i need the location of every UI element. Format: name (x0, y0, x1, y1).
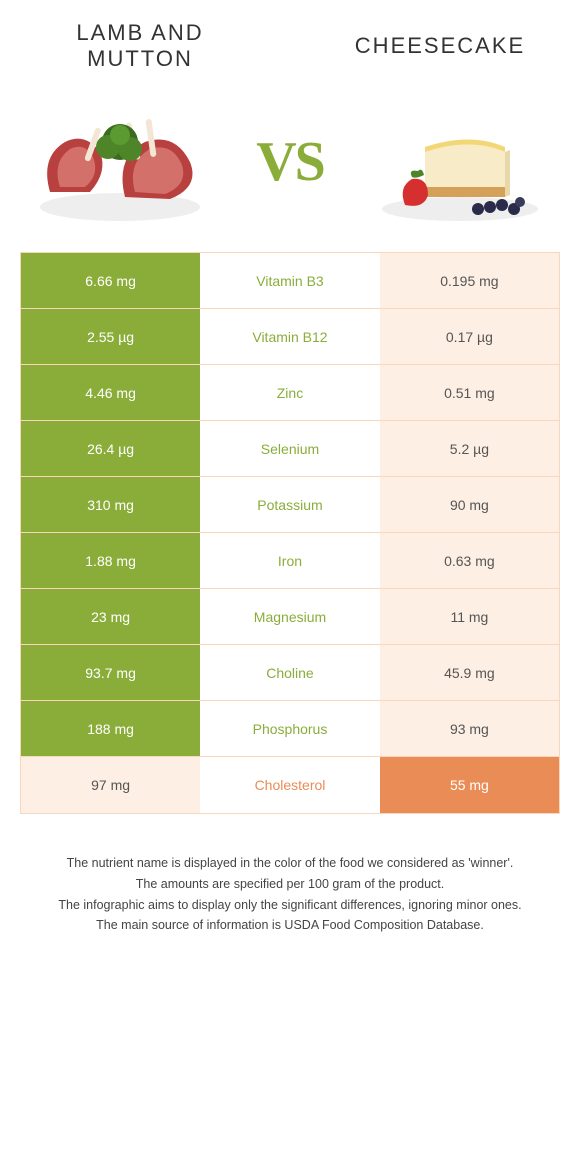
right-value: 55 mg (380, 757, 559, 813)
right-value: 0.195 mg (380, 253, 559, 308)
nutrient-name: Magnesium (200, 589, 380, 644)
cheesecake-image (370, 97, 550, 227)
right-value: 5.2 µg (380, 421, 559, 476)
right-value: 90 mg (380, 477, 559, 532)
table-row: 1.88 mgIron0.63 mg (21, 533, 559, 589)
right-value: 0.51 mg (380, 365, 559, 420)
right-value: 11 mg (380, 589, 559, 644)
nutrient-name: Zinc (200, 365, 380, 420)
nutrient-name: Choline (200, 645, 380, 700)
table-row: 23 mgMagnesium11 mg (21, 589, 559, 645)
left-value: 26.4 µg (21, 421, 200, 476)
table-row: 188 mgPhosphorus93 mg (21, 701, 559, 757)
images-row: VS (0, 82, 580, 252)
table-row: 93.7 mgCholine45.9 mg (21, 645, 559, 701)
table-row: 310 mgPotassium90 mg (21, 477, 559, 533)
nutrient-name: Selenium (200, 421, 380, 476)
left-value: 1.88 mg (21, 533, 200, 588)
table-row: 26.4 µgSelenium5.2 µg (21, 421, 559, 477)
nutrient-name: Vitamin B3 (200, 253, 380, 308)
left-value: 97 mg (21, 757, 200, 813)
nutrient-name: Potassium (200, 477, 380, 532)
footnote-line: The main source of information is USDA F… (30, 916, 550, 935)
table-row: 6.66 mgVitamin B30.195 mg (21, 253, 559, 309)
nutrient-name: Iron (200, 533, 380, 588)
left-value: 23 mg (21, 589, 200, 644)
right-value: 45.9 mg (380, 645, 559, 700)
left-value: 2.55 µg (21, 309, 200, 364)
footnote-line: The amounts are specified per 100 gram o… (30, 875, 550, 894)
table-row: 97 mgCholesterol55 mg (21, 757, 559, 813)
right-food-title: CHEESECAKE (340, 33, 540, 59)
table-row: 4.46 mgZinc0.51 mg (21, 365, 559, 421)
footnote-line: The nutrient name is displayed in the co… (30, 854, 550, 873)
footnotes: The nutrient name is displayed in the co… (30, 854, 550, 935)
right-value: 93 mg (380, 701, 559, 756)
left-value: 6.66 mg (21, 253, 200, 308)
nutrient-table: 6.66 mgVitamin B30.195 mg2.55 µgVitamin … (20, 252, 560, 814)
left-value: 310 mg (21, 477, 200, 532)
left-value: 188 mg (21, 701, 200, 756)
nutrient-name: Cholesterol (200, 757, 380, 813)
left-food-title: LAMB AND MUTTON (40, 20, 240, 72)
vs-label: VS (256, 130, 324, 194)
right-value: 0.17 µg (380, 309, 559, 364)
nutrient-name: Vitamin B12 (200, 309, 380, 364)
footnote-line: The infographic aims to display only the… (30, 896, 550, 915)
right-value: 0.63 mg (380, 533, 559, 588)
nutrient-name: Phosphorus (200, 701, 380, 756)
lamb-image (30, 97, 210, 227)
left-value: 93.7 mg (21, 645, 200, 700)
table-row: 2.55 µgVitamin B120.17 µg (21, 309, 559, 365)
header: LAMB AND MUTTON CHEESECAKE (0, 0, 580, 82)
left-value: 4.46 mg (21, 365, 200, 420)
